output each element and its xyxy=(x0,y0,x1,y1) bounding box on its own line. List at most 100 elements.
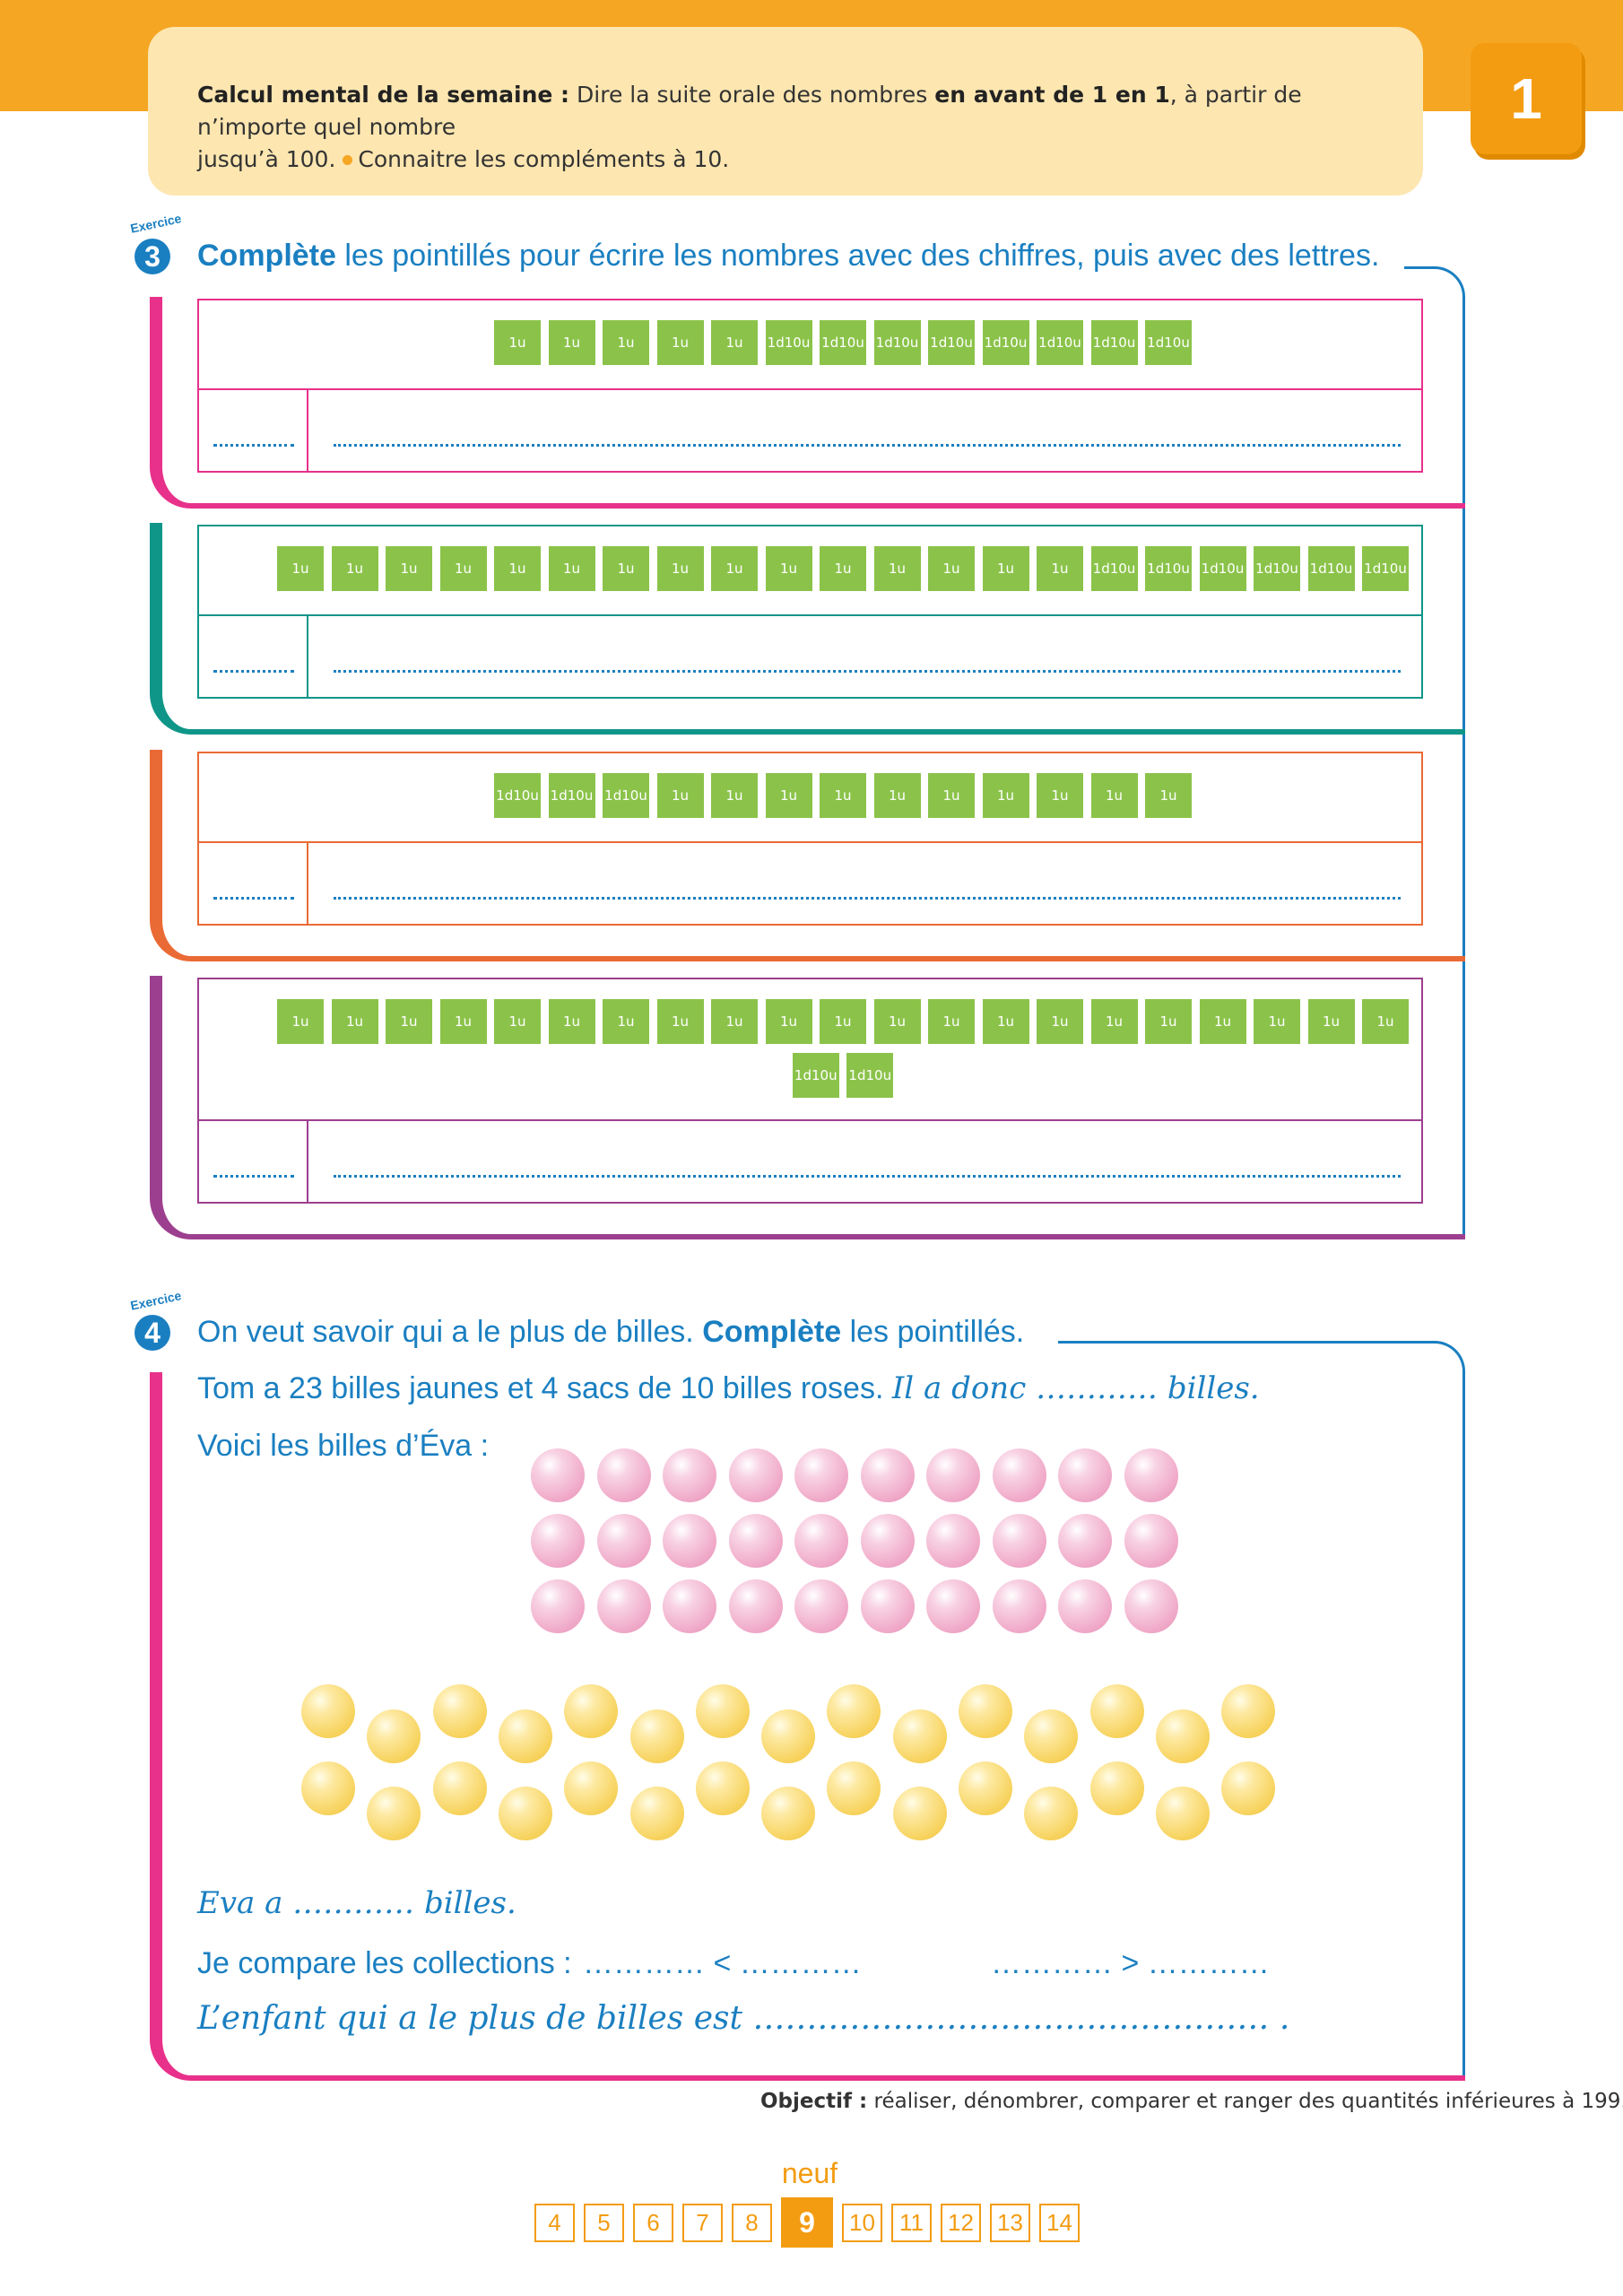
unit-block: 1u xyxy=(820,999,866,1044)
yellow-marble xyxy=(432,1684,487,1738)
compare-right[interactable]: ………… > ………… xyxy=(991,1946,1270,1980)
letters-answer-field[interactable] xyxy=(334,897,1401,900)
pink-marble xyxy=(926,1579,980,1633)
ten-block: 1d 10u xyxy=(820,320,866,365)
unit-block: 1u xyxy=(982,546,1029,591)
yellow-marble xyxy=(1155,1787,1210,1840)
letters-answer-field[interactable] xyxy=(334,1175,1401,1178)
page-link[interactable]: 11 xyxy=(891,2204,932,2242)
yellow-marble xyxy=(1024,1709,1079,1763)
ten-block: 1d 10u xyxy=(846,1053,894,1098)
unit-block: 1u xyxy=(1199,999,1246,1044)
page-link[interactable]: 7 xyxy=(682,2204,723,2242)
unit-block: 1u xyxy=(711,773,758,818)
pink-marble xyxy=(794,1579,848,1633)
unit-block: 1u xyxy=(603,320,649,365)
tom-sentence: Tom a 23 billes jaunes et 4 sacs de 10 b… xyxy=(197,1371,884,1405)
page-link[interactable]: 8 xyxy=(732,2204,772,2242)
unit-block: 1u xyxy=(386,999,432,1044)
unit-number-badge: 1 xyxy=(1471,43,1582,154)
page-link[interactable]: 4 xyxy=(534,2204,575,2242)
digits-answer-field[interactable] xyxy=(213,1175,294,1178)
unit-block: 1u xyxy=(711,320,758,365)
unit-block: 1u xyxy=(1090,999,1138,1044)
unit-block: 1u xyxy=(656,773,704,818)
unit-block: 1u xyxy=(1090,773,1138,818)
unit-block: 1u xyxy=(711,546,758,591)
ten-block: 1d 10u xyxy=(765,320,812,365)
unit-block: 1u xyxy=(928,546,975,591)
objective-label: Objectif : xyxy=(760,2090,868,2113)
unit-block: 1u xyxy=(548,999,595,1044)
eva-answer[interactable]: Eva a ………… billes. xyxy=(197,1885,516,1921)
page-link[interactable]: 14 xyxy=(1039,2204,1080,2242)
pink-marble xyxy=(728,1514,783,1568)
yellow-marble xyxy=(629,1709,684,1763)
page-link[interactable]: 6 xyxy=(633,2204,673,2242)
calc-text-4: Connaitre les compléments à 10. xyxy=(358,146,730,172)
letters-answer-field[interactable] xyxy=(334,444,1401,447)
digits-answer-field[interactable] xyxy=(213,444,294,447)
exercise3-row-frame xyxy=(150,297,1465,509)
yellow-marble xyxy=(1089,1684,1144,1738)
unit-block: 1u xyxy=(982,773,1029,818)
exercise3-title: Complète les pointillés pour écrire les … xyxy=(197,239,1379,274)
pink-marble xyxy=(728,1448,783,1502)
page-link[interactable]: 9 xyxy=(781,2197,833,2248)
ten-block: 1d 10u xyxy=(1037,320,1083,365)
ten-block: 1d 10u xyxy=(873,320,921,365)
exercise4-title-start: On veut savoir qui a le plus de billes. xyxy=(197,1315,694,1349)
unit-block: 1u xyxy=(1254,999,1300,1044)
calc-title: Calcul mental de la semaine : xyxy=(197,82,570,108)
pink-marble xyxy=(596,1448,651,1502)
pink-marble xyxy=(1124,1579,1178,1633)
yellow-marble xyxy=(761,1709,816,1763)
yellow-marble xyxy=(1024,1787,1079,1840)
table-divider xyxy=(199,841,1421,843)
objective: Objectif : réaliser, dénombrer, comparer… xyxy=(760,2090,1623,2113)
yellow-marble xyxy=(629,1787,684,1840)
unit-block: 1u xyxy=(1037,999,1083,1044)
pink-marble xyxy=(992,1448,1046,1502)
pink-marble xyxy=(860,1514,915,1568)
table-divider xyxy=(199,614,1421,616)
table-divider xyxy=(307,841,308,926)
exercise-number-badge: 3 xyxy=(135,239,170,274)
pink-marble xyxy=(860,1579,915,1633)
ten-block: 1d 10u xyxy=(1307,546,1355,591)
pink-marble xyxy=(794,1448,848,1502)
tom-answer[interactable]: Il a donc ………… billes. xyxy=(891,1370,1260,1406)
exercise-number-badge: 4 xyxy=(135,1315,170,1351)
unit-block: 1u xyxy=(820,546,866,591)
exercise-label: Exercice xyxy=(128,1288,183,1313)
ten-block: 1d 10u xyxy=(928,320,975,365)
page-word: neuf xyxy=(781,2157,838,2189)
table-divider xyxy=(307,614,308,699)
yellow-marble xyxy=(827,1761,881,1815)
pink-marble xyxy=(1058,1514,1112,1568)
pink-marble xyxy=(860,1448,915,1502)
ten-block: 1d 10u xyxy=(494,773,541,818)
pink-marble xyxy=(596,1514,651,1568)
page-link[interactable]: 13 xyxy=(990,2204,1030,2242)
yellow-marble xyxy=(827,1684,881,1738)
unit-block: 1u xyxy=(820,773,866,818)
page-link[interactable]: 10 xyxy=(842,2204,882,2242)
ten-block: 1d 10u xyxy=(1145,320,1192,365)
letters-answer-field[interactable] xyxy=(334,670,1401,673)
digits-answer-field[interactable] xyxy=(213,897,294,900)
unit-block: 1u xyxy=(928,773,975,818)
page-link[interactable]: 12 xyxy=(941,2204,981,2242)
pink-marble xyxy=(1058,1448,1112,1502)
digits-answer-field[interactable] xyxy=(213,670,294,673)
exercise3-title-bold: Complète xyxy=(197,239,336,273)
page-link[interactable]: 5 xyxy=(584,2204,624,2242)
conclusion[interactable]: L’enfant qui a le plus de billes est ………… xyxy=(197,2000,1290,2037)
compare-left[interactable]: ………… < ………… xyxy=(583,1946,862,1980)
unit-block: 1u xyxy=(1037,773,1083,818)
yellow-marble xyxy=(1221,1761,1276,1815)
unit-block: 1u xyxy=(277,999,324,1044)
unit-block: 1u xyxy=(494,999,541,1044)
yellow-marble xyxy=(301,1684,355,1738)
compare-label: Je compare les collections : xyxy=(197,1946,572,1980)
